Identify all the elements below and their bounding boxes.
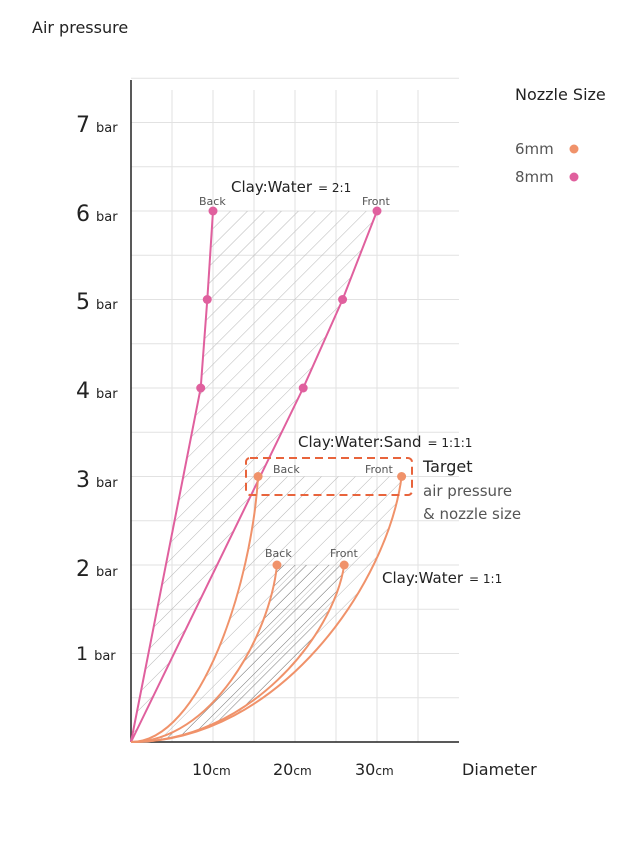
marker-8mm-clay-water-2-1-front-0 <box>298 383 308 393</box>
marker-6mm-clay-water-1-1-back-0 <box>272 560 282 570</box>
x-tick-label-20: 20cm <box>273 760 312 779</box>
legend-title: Nozzle Size <box>515 85 606 104</box>
y-tick-label-7: 7 bar <box>76 113 118 138</box>
y-tick-label-3: 3 bar <box>76 468 118 493</box>
marker-8mm-clay-water-2-1-back-2 <box>208 206 218 216</box>
annotation-back-sand: Back <box>273 463 300 476</box>
annotation-target-line2: & nozzle size <box>423 505 521 523</box>
marker-6mm-clay-water-1-1-front-0 <box>339 560 349 570</box>
x-axis-title: Diameter <box>462 760 537 779</box>
annotation-target-line1: air pressure <box>423 482 512 500</box>
marker-8mm-clay-water-2-1-back-0 <box>196 383 206 393</box>
x-tick-labels: 10cm 20cm 30cm <box>192 760 394 779</box>
legend-label-6mm: 6mm <box>515 140 554 158</box>
y-tick-label-2: 2 bar <box>76 557 118 582</box>
y-tick-label-6: 6 bar <box>76 202 118 227</box>
annotation-target-title: Target <box>422 457 473 476</box>
annotation-back-8mm: Back <box>199 195 226 208</box>
annotation-front-8mm: Front <box>362 195 391 208</box>
x-tick-label-10: 10cm <box>192 760 231 779</box>
marker-6mm-clay-water-sand-1-1-1-front-0 <box>397 472 407 481</box>
series-line-6mm-clay-water-1-1-back <box>130 564 278 743</box>
series-line-8mm-clay-water-2-1-front <box>130 210 378 743</box>
series-line-8mm-clay-water-2-1-back <box>130 210 214 743</box>
annotation-clay-water-1-1: Clay:Water = 1:1 <box>382 569 502 587</box>
series-line-6mm-clay-water-1-1-front <box>130 564 346 743</box>
annotation-clay-water-sand: Clay:Water:Sand = 1:1:1 <box>298 433 472 451</box>
legend-label-8mm: 8mm <box>515 168 554 186</box>
annotation-clay-water-2-1: Clay:Water = 2:1 <box>231 178 351 196</box>
y-tick-labels: 7 bar 6 bar 5 bar 4 bar 3 bar 2 bar 1 bar <box>76 113 118 665</box>
y-tick-label-5: 5 bar <box>76 290 118 315</box>
legend: Nozzle Size 6mm 8mm <box>515 85 606 186</box>
marker-8mm-clay-water-2-1-front-2 <box>372 206 382 216</box>
y-tick-label-1: 1 bar <box>76 643 116 665</box>
series-line-6mm-clay-water-sand-1-1-1-back <box>130 476 260 743</box>
legend-dot-6mm <box>569 144 579 154</box>
x-tick-label-30: 30cm <box>355 760 394 779</box>
annotation-front-1-1: Front <box>330 547 359 560</box>
target-box <box>245 457 413 496</box>
marker-8mm-clay-water-2-1-back-1 <box>202 295 212 304</box>
legend-dot-8mm <box>569 172 579 182</box>
marker-6mm-clay-water-sand-1-1-1-back-0 <box>253 472 263 481</box>
annotation-front-sand: Front <box>365 463 394 476</box>
series-markers <box>196 206 407 570</box>
area-clay-water-1-1 <box>131 565 345 742</box>
annotation-back-1-1: Back <box>265 547 292 560</box>
series-lines <box>130 210 403 743</box>
y-axis-title: Air pressure <box>32 18 128 37</box>
y-tick-label-4: 4 bar <box>76 379 118 404</box>
marker-8mm-clay-water-2-1-front-1 <box>338 295 348 304</box>
axes <box>130 80 459 743</box>
